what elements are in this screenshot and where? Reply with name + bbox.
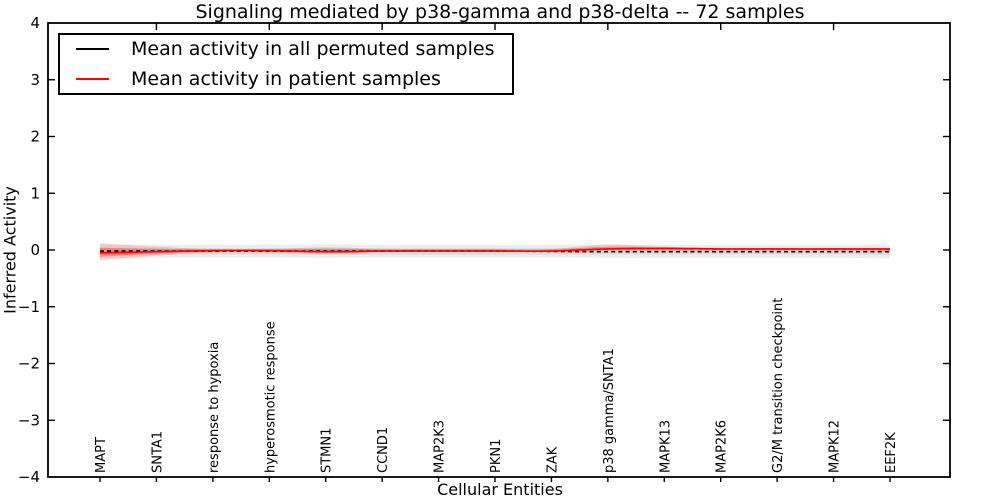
- patient-band-outer: [100, 243, 890, 261]
- x-category-label: hyperosmotic response: [263, 321, 278, 473]
- x-category-label: MAP2K3: [433, 420, 448, 473]
- x-category-label: STMN1: [320, 428, 335, 473]
- x-category-label: CCND1: [376, 427, 391, 473]
- chart-title: Signaling mediated by p38-gamma and p38-…: [195, 1, 805, 23]
- y-tick-label: −2: [18, 355, 40, 373]
- y-tick-label: 1: [30, 184, 40, 202]
- x-category-label: MAPK13: [658, 420, 673, 473]
- x-axis-label: Cellular Entities: [437, 480, 563, 499]
- x-category-label: p38 gamma/SNTA1: [602, 348, 617, 473]
- x-category-label: MAP2K6: [715, 420, 730, 473]
- y-tick-label: −4: [18, 468, 40, 486]
- x-category-label: MAPK12: [828, 420, 843, 473]
- y-tick-label: 0: [30, 241, 40, 259]
- x-category-label: SNTA1: [150, 431, 165, 473]
- x-category-label: response to hypoxia: [207, 342, 222, 473]
- legend-entry: Mean activity in all permuted samples: [60, 36, 512, 62]
- y-tick-label: −1: [18, 298, 40, 316]
- legend-line-sample: [76, 78, 109, 80]
- y-tick-label: 4: [30, 14, 40, 32]
- y-tick-label: 3: [30, 71, 40, 89]
- x-category-label: EEF2K: [884, 432, 899, 473]
- x-category-label: MAPT: [94, 437, 109, 473]
- legend-entry: Mean activity in patient samples: [60, 66, 512, 92]
- legend: Mean activity in all permuted samples Mea…: [58, 33, 514, 95]
- x-category-label: PKN1: [489, 439, 504, 473]
- legend-line-sample: [76, 48, 109, 50]
- x-category-label: G2/M transition checkpoint: [771, 298, 786, 473]
- legend-entry-label: Mean activity in patient samples: [131, 68, 441, 90]
- x-category-label: ZAK: [545, 446, 560, 473]
- legend-entry-label: Mean activity in all permuted samples: [131, 38, 495, 60]
- y-tick-label: −3: [18, 411, 40, 429]
- y-tick-label: 2: [30, 128, 40, 146]
- series-line-patient: [99, 247, 890, 254]
